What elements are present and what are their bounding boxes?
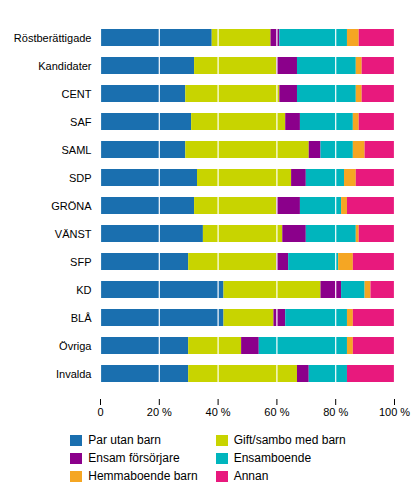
svg-text:Röstberättigade: Röstberättigade — [14, 32, 92, 44]
html-text:Par utan barn: Par utan barn — [88, 433, 161, 447]
svg-text:Övriga: Övriga — [59, 340, 92, 352]
svg-text:GRÖNA: GRÖNA — [51, 200, 92, 212]
svg-text:CENT: CENT — [62, 88, 92, 100]
svg-text:40 %: 40 % — [206, 406, 231, 418]
svg-text:SAF: SAF — [70, 116, 92, 128]
svg-text:20 %: 20 % — [147, 406, 172, 418]
svg-text:80 %: 80 % — [323, 406, 348, 418]
svg-text:SFP: SFP — [70, 256, 91, 268]
html-text:Ensamboende: Ensamboende — [233, 451, 312, 465]
svg-text:KD: KD — [76, 284, 91, 296]
svg-text:SDP: SDP — [69, 172, 92, 184]
html-text:Hemmaboende barn: Hemmaboende barn — [88, 469, 198, 483]
svg-text:100 %: 100 % — [379, 406, 410, 418]
svg-text:BLÅ: BLÅ — [71, 312, 92, 324]
svg-text:Kandidater: Kandidater — [38, 60, 92, 72]
svg-text:0: 0 — [97, 406, 103, 418]
html-text:Ensam försörjare: Ensam försörjare — [88, 451, 180, 465]
svg-text:VÄNST: VÄNST — [55, 228, 92, 240]
html-text:Gift/sambo med barn: Gift/sambo med barn — [233, 433, 346, 447]
svg-text:60 %: 60 % — [264, 406, 289, 418]
svg-text:SAML: SAML — [62, 144, 92, 156]
svg-text:Invalda: Invalda — [56, 368, 92, 380]
html-text:Annan: Annan — [233, 469, 269, 483]
